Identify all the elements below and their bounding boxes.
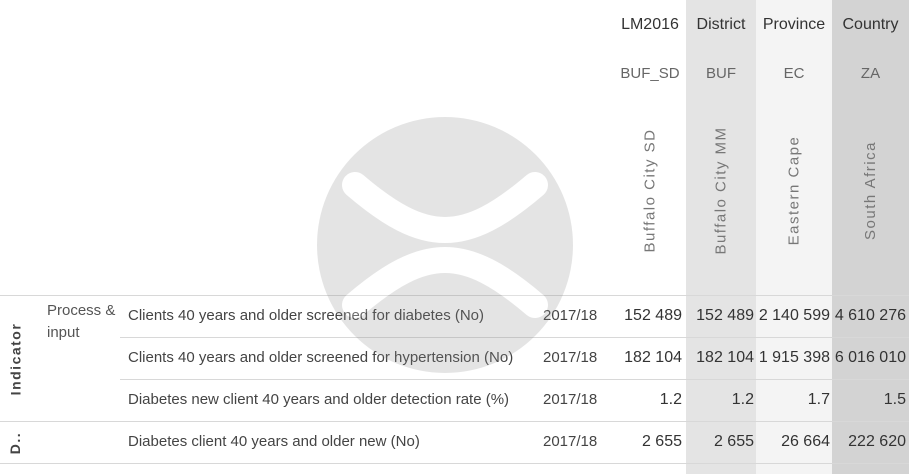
value-country: 4 610 276 — [834, 307, 906, 324]
value-province: 26 664 — [781, 433, 830, 450]
header-divider — [0, 295, 909, 296]
value-country: 222 620 — [848, 433, 906, 450]
indicator-name: Diabetes new client 40 years and older d… — [128, 391, 510, 408]
value-lm2016: 152 489 — [624, 307, 682, 324]
row-divider-1 — [120, 337, 909, 338]
value-country: 6 016 010 — [834, 349, 906, 366]
value-lm2016: 1.2 — [659, 391, 682, 408]
column-header-lm2016[interactable]: LM2016 — [621, 16, 679, 33]
column-name-country: South Africa — [862, 140, 880, 240]
column-band-province — [756, 0, 832, 474]
indicator-name: Clients 40 years and older screened for … — [128, 349, 514, 366]
value-district: 2 655 — [713, 433, 754, 450]
value-district: 182 104 — [696, 349, 754, 366]
row-divider-2 — [120, 379, 909, 380]
period: 2017/18 — [543, 307, 598, 324]
section-divider — [0, 421, 909, 422]
table-bottom — [0, 463, 909, 464]
value-country: 1.5 — [883, 391, 906, 408]
value-province: 1.7 — [807, 391, 830, 408]
section-label-d: D.. — [6, 431, 23, 454]
column-code-lm2016: BUF_SD — [620, 65, 680, 82]
column-header-district[interactable]: District — [696, 16, 746, 33]
indicator-name: Diabetes client 40 years and older new (… — [128, 433, 420, 450]
period: 2017/18 — [543, 349, 598, 366]
period: 2017/18 — [543, 391, 598, 408]
value-district: 1.2 — [731, 391, 754, 408]
column-band-district — [686, 0, 756, 474]
column-header-country[interactable]: Country — [842, 16, 899, 33]
column-name-province: Eastern Cape — [785, 135, 803, 245]
value-lm2016: 182 104 — [624, 349, 682, 366]
section-label-indicator: Indicator — [7, 322, 23, 395]
column-name-district: Buffalo City MM — [712, 125, 730, 255]
value-lm2016: 2 655 — [641, 433, 682, 450]
column-code-district: BUF — [706, 65, 736, 82]
value-district: 152 489 — [696, 307, 754, 324]
value-province: 1 915 398 — [758, 349, 830, 366]
group-label: Process & input — [47, 302, 116, 341]
period: 2017/18 — [543, 433, 598, 450]
column-name-lm2016: Buffalo City SD — [641, 128, 659, 252]
column-band-lm — [614, 0, 686, 474]
column-code-province: EC — [783, 65, 805, 82]
loading-x-icon — [317, 117, 573, 373]
value-province: 2 140 599 — [758, 307, 830, 324]
column-band-country — [832, 0, 909, 474]
column-code-country: ZA — [860, 65, 881, 82]
column-header-province[interactable]: Province — [762, 16, 826, 33]
indicator-name: Clients 40 years and older screened for … — [128, 307, 485, 324]
